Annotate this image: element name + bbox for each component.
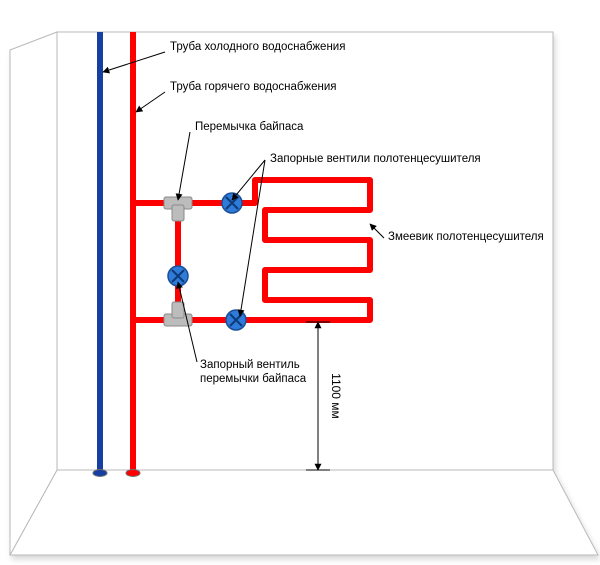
label-valve_bypass: перемычки байпаса xyxy=(200,373,307,385)
valve-return xyxy=(226,310,246,330)
label-cold_pipe: Труба холодного водоснабжения xyxy=(170,41,345,53)
label-valves_rail: Запорные вентили полотенцесушителя xyxy=(270,153,481,165)
label-hot_pipe: Труба горячего водоснабжения xyxy=(170,81,336,93)
valve-feed xyxy=(222,193,242,213)
label-bypass: Перемычка байпаса xyxy=(195,121,304,133)
pipe-floor-cap xyxy=(93,470,107,477)
label-coil: Змеевик полотенцесушителя xyxy=(388,231,544,243)
plumbing-diagram: 1100 мм Труба холодного водоснабжения Тру… xyxy=(0,0,600,565)
pipe-floor-cap xyxy=(126,470,140,477)
dimension-label: 1100 мм xyxy=(329,373,343,419)
label-valve_bypass: Запорный вентиль xyxy=(200,359,300,371)
